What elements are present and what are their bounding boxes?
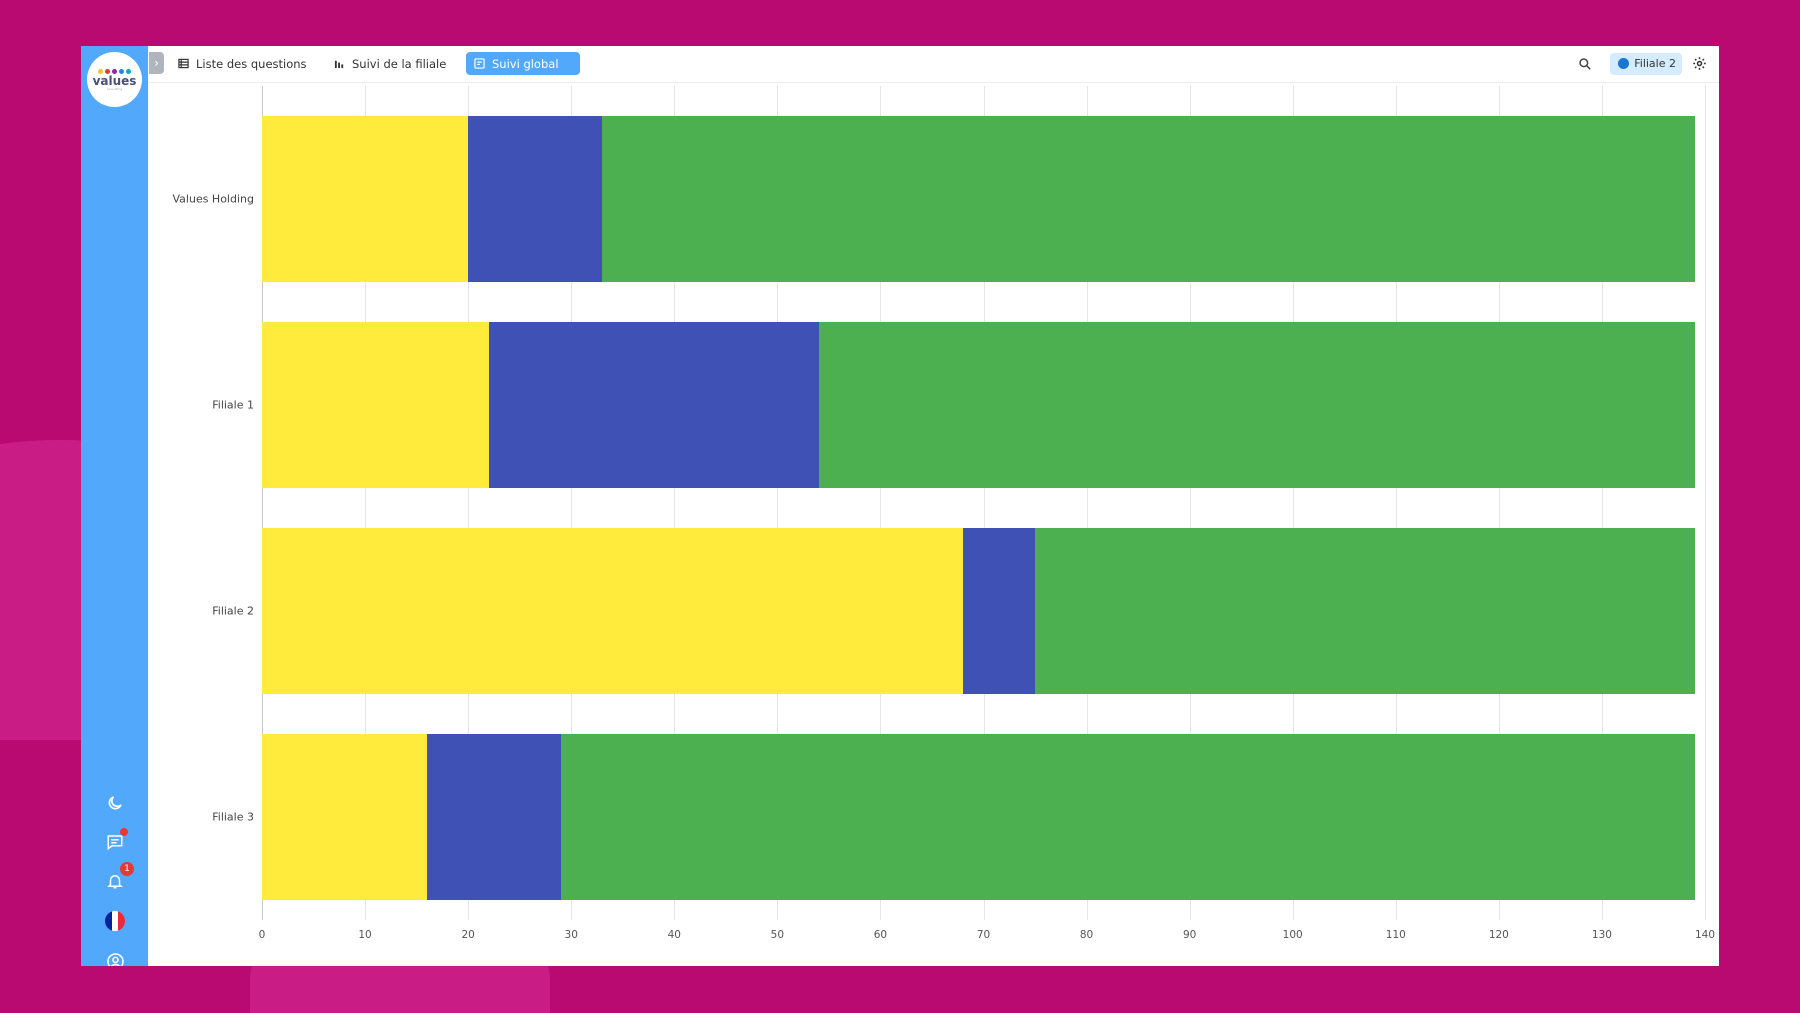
gridline — [1601, 86, 1603, 920]
bar-segment[interactable] — [262, 734, 427, 900]
tab-label: Suivi global — [492, 56, 559, 71]
logo-dot — [105, 68, 110, 74]
bar-row — [262, 528, 1695, 694]
y-category-label: Filiale 2 — [212, 604, 254, 618]
gridline — [1395, 86, 1397, 920]
bar-segment[interactable] — [818, 322, 1695, 488]
dark-mode-button[interactable] — [104, 792, 126, 814]
notifications-button[interactable]: 1 — [104, 862, 134, 892]
gridline — [1705, 86, 1706, 920]
tab-suivi-global[interactable]: Suivi global — [466, 52, 580, 75]
gear-icon — [1693, 57, 1706, 70]
bell-icon — [107, 875, 123, 889]
sidebar-toggle-button[interactable]: › — [149, 52, 164, 74]
x-tick-label: 110 — [1385, 929, 1406, 941]
x-tick-label: 20 — [461, 929, 475, 941]
x-tick-label: 60 — [873, 929, 888, 941]
messages-button[interactable] — [104, 828, 128, 853]
filiale-selector-label: Filiale 2 — [1634, 57, 1676, 70]
chevron-right-icon: › — [154, 56, 159, 70]
list-icon — [178, 58, 189, 69]
gridline — [1086, 86, 1088, 920]
bar-segment[interactable] — [262, 322, 489, 488]
x-tick-label: 30 — [564, 929, 578, 941]
y-category-label: Filiale 3 — [212, 810, 254, 824]
bar-segment[interactable] — [468, 116, 603, 282]
filiale-selector[interactable]: Filiale 2 — [1610, 52, 1682, 75]
language-button[interactable] — [104, 910, 126, 932]
bar-row — [262, 322, 1695, 488]
x-tick-label: 10 — [358, 929, 372, 941]
logo-dot — [98, 68, 103, 74]
x-tick-label: 40 — [667, 929, 681, 941]
x-tick-label: 80 — [1079, 929, 1094, 941]
logo-text: values — [92, 73, 137, 88]
tab-label: Suivi de la filiale — [352, 56, 447, 71]
header-actions: Filiale 2 — [1578, 52, 1719, 75]
message-badge-dot — [120, 828, 128, 836]
gridline — [880, 86, 882, 920]
bar-segment[interactable] — [262, 528, 963, 694]
bar-segment[interactable] — [1035, 528, 1695, 694]
y-category-label: Values Holding — [172, 192, 255, 206]
bar-segment[interactable] — [602, 116, 1695, 282]
notification-badge: 1 — [120, 862, 134, 876]
logo-dot — [126, 68, 131, 74]
gridline — [468, 86, 470, 920]
gridline — [674, 86, 676, 920]
app-window: 0 10 20 30 40 50 60 70 80 90 100 110 120 130 140 Values… — [81, 46, 1719, 966]
gridline — [571, 86, 573, 920]
tab-label: Liste des questions — [196, 56, 307, 71]
report-icon — [474, 58, 485, 69]
search-button[interactable] — [1578, 55, 1596, 73]
logo-dot — [119, 68, 124, 74]
logo-dots — [98, 68, 131, 74]
gridline — [365, 86, 367, 920]
sidebar: values consulting 1 — [81, 46, 148, 966]
values-logo[interactable]: values consulting — [87, 52, 142, 107]
x-tick-label: 90 — [1182, 929, 1197, 941]
x-tick-label: 140 — [1694, 929, 1716, 941]
bar-segment[interactable] — [560, 734, 1695, 900]
bar-chart-icon — [334, 60, 344, 69]
bar-segment[interactable] — [488, 322, 819, 488]
y-axis-line — [262, 86, 263, 920]
profile-button[interactable] — [104, 950, 126, 966]
x-tick-label: 70 — [976, 929, 991, 941]
bar-segment[interactable] — [426, 734, 561, 900]
gridline — [983, 86, 985, 920]
x-tick-label: 100 — [1282, 929, 1303, 941]
tab-suivi-de-la-filiale[interactable]: Suivi de la filiale — [326, 52, 454, 75]
bar-row — [262, 734, 1695, 900]
settings-button[interactable] — [1692, 55, 1710, 73]
x-tick-label: 50 — [770, 929, 785, 941]
chat-icon — [107, 835, 123, 851]
y-category-label: Filiale 1 — [212, 398, 254, 412]
logo-dot — [112, 68, 117, 74]
gridline — [1498, 86, 1500, 920]
x-tick-label: 130 — [1591, 929, 1612, 941]
search-icon — [1579, 57, 1592, 70]
user-circle-icon — [106, 952, 124, 966]
stacked-bar-chart: 0 10 20 30 40 50 60 70 80 90 100 110 120 130 140 Values… — [81, 46, 1719, 966]
x-tick-label: 0 — [258, 929, 266, 941]
moon-icon — [108, 796, 122, 810]
bar-segment[interactable] — [962, 528, 1036, 694]
flag-fr-icon — [105, 911, 125, 931]
filiale-dot-icon — [1618, 58, 1630, 69]
gridline — [1292, 86, 1294, 920]
tab-liste-des-questions[interactable]: Liste des questions — [170, 52, 315, 75]
top-header: › Liste des questions Suivi de la filial… — [148, 46, 1719, 83]
bar-segment[interactable] — [262, 116, 469, 282]
logo-subtext: consulting — [106, 86, 123, 91]
bar-row — [262, 116, 1695, 282]
gridline — [777, 86, 779, 920]
gridline — [1189, 86, 1191, 920]
x-tick-label: 120 — [1488, 929, 1509, 941]
